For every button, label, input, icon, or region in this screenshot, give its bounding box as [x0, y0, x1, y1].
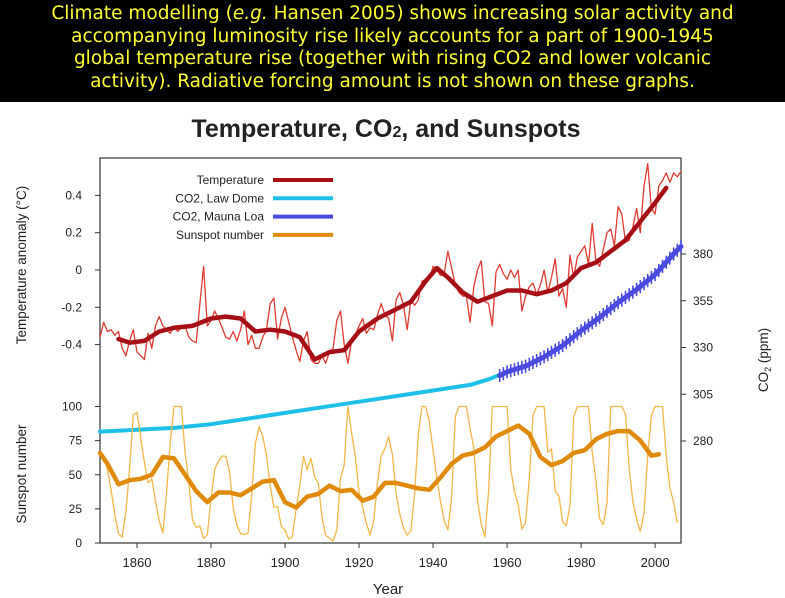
x-tick-label: 1960	[493, 555, 522, 570]
co2-axis-label: CO2 (ppm)	[756, 328, 773, 392]
legend-temperature-label: Temperature	[197, 173, 265, 187]
temperature-tick-label: 0	[75, 263, 82, 277]
legend-co2-law-dome-label: CO2, Law Dome	[175, 191, 264, 205]
sunspot-annual-line	[99, 405, 678, 542]
x-tick-label: 1880	[197, 555, 226, 570]
sunspot-tick-label: 25	[69, 502, 83, 516]
caption-line-3: global temperature rise (together with r…	[73, 48, 712, 69]
sunspot-tick-label: 75	[69, 434, 83, 448]
caption-banner: Climate modelling (e.g. Hansen 2005) sho…	[0, 0, 785, 102]
legend: Temperature CO2, Law Dome CO2, Mauna Loa Su…	[173, 173, 333, 242]
caption-line-2: accompanying luminosity rise likely acco…	[71, 25, 714, 47]
co2-law-dome-series	[98, 369, 510, 434]
temperature-tick-label: 0.2	[65, 226, 82, 240]
x-axis-label: Year	[373, 581, 403, 598]
co2-tick-label: 380	[693, 247, 713, 261]
legend-co2-mauna-loa-label: CO2, Mauna Loa	[173, 210, 265, 224]
x-axis-ticks: 1860 1880 1900 1920 1940 1960 1980 2000	[123, 543, 670, 570]
co2-law-dome-line	[98, 369, 510, 434]
co2-tick-label: 355	[693, 294, 713, 308]
sunspot-smoothed-series	[97, 423, 662, 510]
temperature-axis-ticks: 0.4 0.2 0 -0.2 -0.4	[61, 188, 100, 352]
sunspot-axis-label: Sunspot number	[14, 424, 29, 524]
temperature-tick-label: -0.4	[61, 338, 82, 352]
co2-axis-ticks: 380 355 330 305 280	[681, 247, 713, 448]
temperature-annual-series	[99, 163, 682, 364]
temperature-tick-label: -0.2	[61, 300, 82, 314]
co2-tick-label: 305	[693, 387, 713, 401]
co2-mauna-loa-series	[497, 239, 684, 383]
sunspot-tick-label: 50	[69, 468, 83, 482]
temperature-tick-label: 0.4	[65, 188, 82, 202]
sunspot-annual-series	[99, 405, 678, 542]
sunspot-axis-ticks: 100 75 50 25 0	[62, 400, 100, 550]
temperature-smoothed-series	[116, 185, 669, 362]
sunspot-tick-label: 100	[62, 400, 82, 414]
co2-tick-label: 280	[693, 434, 713, 448]
x-tick-label: 2000	[641, 555, 670, 570]
temperature-axis-label: Temperature anomaly (°C)	[14, 186, 29, 344]
x-tick-label: 1900	[271, 555, 300, 570]
x-tick-label: 1980	[567, 555, 596, 570]
x-tick-label: 1920	[345, 555, 374, 570]
temperature-annual-line	[99, 163, 682, 364]
co2-tick-label: 330	[693, 341, 713, 355]
legend-sunspot-number-label: Sunspot number	[176, 228, 264, 242]
caption-line-1: Climate modelling (e.g. Hansen 2005) sho…	[51, 3, 734, 24]
x-tick-label: 1860	[123, 555, 152, 570]
plot-frame	[99, 157, 682, 544]
caption-line-4: activity). Radiative forcing amount is n…	[90, 70, 695, 92]
x-tick-label: 1940	[419, 555, 448, 570]
sunspot-tick-label: 0	[75, 536, 82, 550]
temperature-smoothed-line	[116, 185, 669, 362]
chart-title: Temperature, CO2, and Sunspots	[191, 115, 580, 143]
sunspot-smoothed-line	[97, 423, 662, 510]
